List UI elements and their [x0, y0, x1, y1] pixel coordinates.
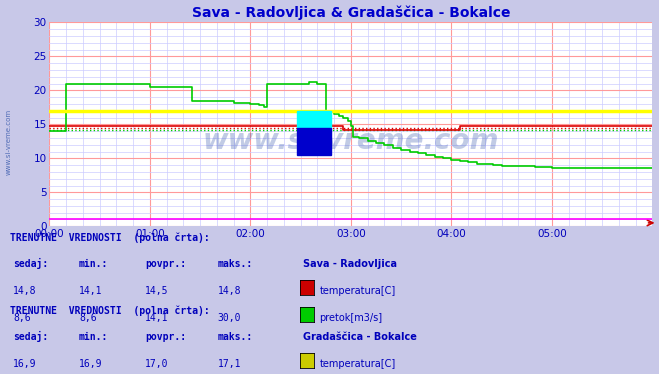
Text: Gradaščica - Bokalce: Gradaščica - Bokalce	[303, 332, 417, 341]
Polygon shape	[297, 128, 331, 155]
Text: www.si-vreme.com: www.si-vreme.com	[5, 109, 11, 175]
Text: 8,6: 8,6	[13, 313, 31, 322]
Text: www.si-vreme.com: www.si-vreme.com	[203, 127, 499, 155]
Text: temperatura[C]: temperatura[C]	[320, 286, 396, 295]
Text: 30,0: 30,0	[217, 313, 241, 322]
Text: povpr.:: povpr.:	[145, 332, 186, 341]
Text: 16,9: 16,9	[79, 359, 103, 368]
Text: sedaj:: sedaj:	[13, 258, 48, 269]
Text: TRENUTNE  VREDNOSTI  (polna črta):: TRENUTNE VREDNOSTI (polna črta):	[10, 233, 210, 243]
Text: min.:: min.:	[79, 259, 109, 269]
Text: maks.:: maks.:	[217, 332, 252, 341]
Text: min.:: min.:	[79, 332, 109, 341]
Text: 17,1: 17,1	[217, 359, 241, 368]
Text: 17,0: 17,0	[145, 359, 169, 368]
Title: Sava - Radovljica & Gradaščica - Bokalce: Sava - Radovljica & Gradaščica - Bokalce	[192, 5, 510, 20]
Text: 14,8: 14,8	[13, 286, 37, 295]
Text: povpr.:: povpr.:	[145, 259, 186, 269]
Text: maks.:: maks.:	[217, 259, 252, 269]
Text: 14,8: 14,8	[217, 286, 241, 295]
Text: Sava - Radovljica: Sava - Radovljica	[303, 259, 397, 269]
Text: 14,5: 14,5	[145, 286, 169, 295]
Text: 16,9: 16,9	[13, 359, 37, 368]
Text: TRENUTNE  VREDNOSTI  (polna črta):: TRENUTNE VREDNOSTI (polna črta):	[10, 306, 210, 316]
Text: pretok[m3/s]: pretok[m3/s]	[320, 313, 383, 322]
Text: 14,1: 14,1	[79, 286, 103, 295]
Text: 14,1: 14,1	[145, 313, 169, 322]
Text: sedaj:: sedaj:	[13, 331, 48, 341]
Polygon shape	[297, 111, 331, 128]
Text: 8,6: 8,6	[79, 313, 97, 322]
Text: temperatura[C]: temperatura[C]	[320, 359, 396, 368]
